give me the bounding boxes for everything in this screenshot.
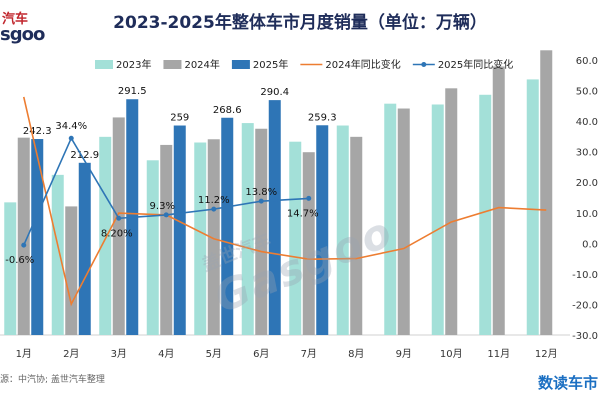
gasgoo-logo: 汽车 sgoo: [0, 2, 45, 50]
bar-2024年: [302, 152, 315, 335]
bar-2023年: [479, 94, 492, 335]
right-axis-tick-label: 60.0: [576, 56, 598, 67]
bar-2023年: [99, 136, 112, 335]
bar-data-label: 212.9: [70, 150, 99, 161]
line-data-label: 9.3%: [150, 201, 175, 212]
logo-text-bottom: sgoo: [0, 24, 45, 45]
bar-2024年: [65, 206, 78, 335]
bar-2023年: [289, 141, 302, 335]
bar-2025年: [221, 117, 234, 335]
bar-2025年: [78, 162, 91, 335]
bar-2025年: [173, 125, 186, 335]
line-point-2025年同比变化: [21, 242, 27, 248]
bar-2023年: [431, 104, 444, 335]
x-axis-tick-label: 6月: [253, 348, 269, 360]
line-point-2025年同比变化: [211, 206, 217, 212]
bar-2023年: [241, 123, 254, 336]
x-axis-tick-label: 1月: [16, 348, 32, 360]
bar-2023年: [4, 202, 17, 335]
legend-label-2024年: 2024年: [184, 58, 219, 71]
x-axis-tick-label: 2月: [63, 348, 79, 360]
bar-data-label: 291.5: [118, 86, 147, 97]
right-axis-tick-label: -30.0: [572, 331, 598, 342]
right-axis-tick-label: 10.0: [576, 209, 598, 220]
bar-2024年: [17, 137, 30, 335]
right-axis-tick-label: 50.0: [576, 87, 598, 98]
line-data-label: -0.6%: [5, 255, 34, 266]
x-axis-tick-label: 3月: [111, 348, 127, 360]
bar-data-label: 268.6: [213, 105, 242, 116]
legend-label-2025年同比变化: 2025年同比变化: [438, 58, 513, 71]
right-axis-tick-label: 30.0: [576, 148, 598, 159]
bar-2024年: [397, 108, 410, 335]
bar-2024年: [540, 50, 553, 335]
line-point-2025年同比变化: [306, 195, 312, 201]
legend-marker-2025年同比变化: [421, 62, 427, 67]
legend-swatch-2024年: [163, 60, 182, 69]
legend-swatch-2023年: [95, 60, 113, 69]
bar-2023年: [384, 103, 397, 335]
bar-2025年: [31, 139, 44, 335]
bar-2024年: [445, 88, 458, 335]
x-axis-tick-label: 7月: [301, 348, 317, 360]
legend-label-2023年: 2023年: [116, 58, 151, 71]
line-point-2025年同比变化: [116, 215, 122, 221]
line-data-label: 13.8%: [245, 187, 277, 198]
bar-data-label: 259.3: [308, 112, 337, 123]
chart-title: 2023-2025年整体车市月度销量（单位：万辆）: [113, 13, 487, 33]
bar-2025年: [316, 125, 329, 335]
legend-label-2025年: 2025年: [253, 58, 288, 71]
legend-label-2024年同比变化: 2024年同比变化: [325, 58, 400, 71]
x-axis-tick-label: 4月: [158, 348, 174, 360]
bar-data-label: 259: [170, 113, 189, 124]
bar-2023年: [194, 142, 207, 335]
legend-swatch-2025年: [231, 60, 250, 69]
bar-2023年: [51, 174, 64, 335]
line-point-2025年同比变化: [68, 135, 74, 141]
right-axis-tick-label: -10.0: [572, 270, 598, 281]
right-axis-tick-label: 40.0: [576, 117, 598, 128]
line-point-2025年同比变化: [258, 198, 264, 204]
line-data-label: 8.20%: [101, 228, 133, 239]
bar-2023年: [146, 160, 159, 335]
x-axis-tick-label: 9月: [396, 348, 412, 360]
x-axis-tick-label: 11月: [487, 348, 510, 360]
bar-2024年: [492, 66, 505, 336]
bar-2024年: [255, 128, 268, 335]
x-axis-tick-label: 12月: [535, 348, 558, 360]
line-data-label: 34.4%: [55, 121, 87, 132]
bar-2024年: [350, 136, 363, 335]
right-axis-tick-label: 0.0: [582, 239, 598, 250]
x-axis-tick-label: 8月: [348, 348, 364, 360]
right-axis-tick-label: -20.0: [572, 300, 598, 311]
bar-data-label: 242.3: [23, 126, 52, 137]
line-point-2025年同比变化: [163, 212, 169, 218]
bar-2023年: [336, 125, 349, 335]
source-note: 源：中汽协; 盖世汽车整理: [0, 375, 105, 385]
line-data-label: 11.2%: [198, 195, 230, 206]
bar-data-label: 290.4: [260, 87, 289, 98]
line-2024年同比变化: [22, 96, 547, 307]
x-axis-tick-label: 5月: [206, 348, 222, 360]
bar-2024年: [207, 139, 220, 335]
line-data-label: 14.7%: [287, 208, 319, 219]
bar-2023年: [526, 79, 539, 335]
bar-2024年: [160, 144, 173, 335]
brand-label: 数读车市: [537, 374, 598, 392]
bar-2025年: [268, 100, 281, 335]
logo-text-top: 汽车: [2, 12, 29, 27]
x-axis-tick-label: 10月: [440, 348, 463, 360]
right-axis-tick-label: 20.0: [576, 178, 598, 189]
bar-2024年: [112, 117, 125, 335]
